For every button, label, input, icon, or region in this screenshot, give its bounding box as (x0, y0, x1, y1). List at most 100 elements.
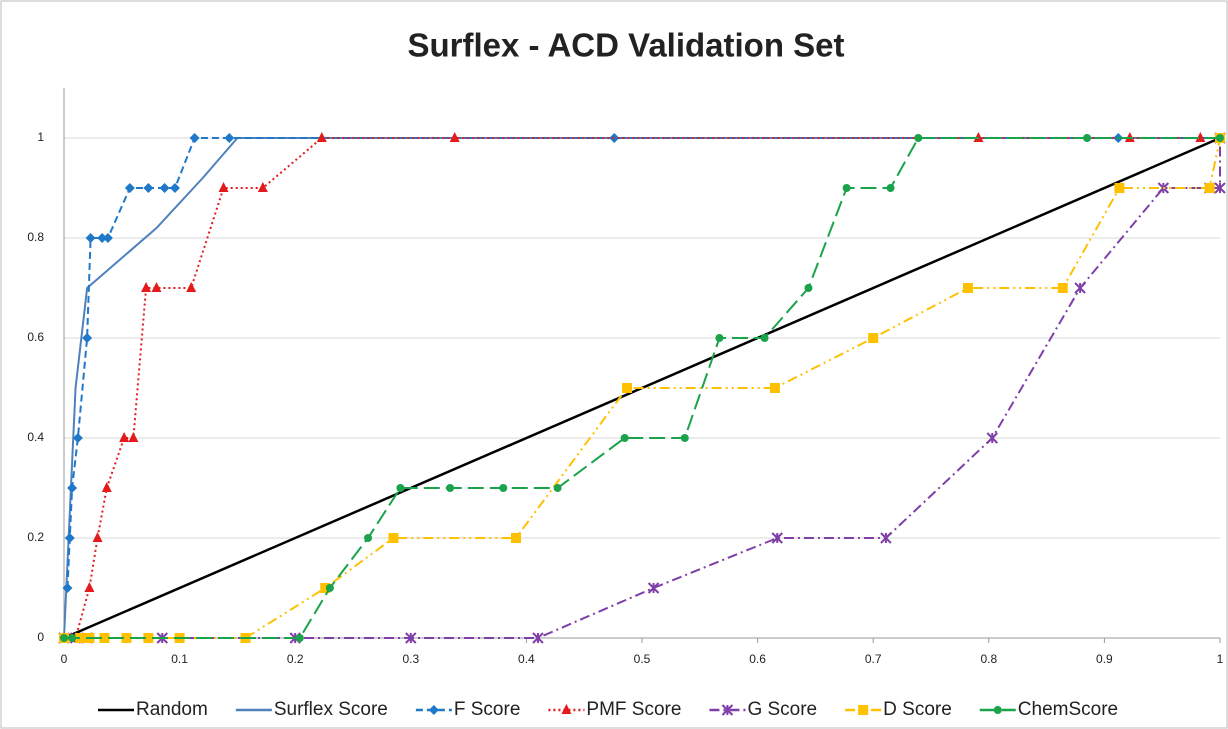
marker (85, 233, 96, 243)
marker (553, 484, 562, 492)
marker (405, 632, 417, 644)
marker (169, 183, 180, 193)
marker (962, 283, 973, 293)
marker (396, 484, 405, 492)
legend-item: Random (98, 699, 208, 720)
marker (1083, 134, 1092, 142)
marker (620, 434, 629, 442)
x-tick-label: 0.8 (980, 652, 997, 666)
marker (364, 534, 373, 542)
marker (986, 432, 998, 444)
marker (64, 533, 75, 543)
marker (67, 483, 78, 493)
legend-item: ChemScore (979, 699, 1118, 720)
marker (257, 182, 268, 192)
marker (320, 583, 331, 593)
marker (99, 633, 110, 643)
marker (993, 706, 1002, 714)
legend-label: F Score (454, 699, 521, 720)
marker (886, 184, 895, 192)
marker (84, 582, 95, 592)
marker (647, 582, 660, 594)
y-tick-label: 0.8 (27, 230, 44, 244)
y-tick-label: 0.4 (27, 430, 44, 444)
marker (1195, 132, 1206, 142)
marker (62, 583, 73, 593)
legend-label: G Score (747, 699, 817, 720)
marker (760, 334, 769, 342)
marker (224, 133, 235, 143)
marker (428, 705, 439, 715)
marker (101, 482, 112, 492)
marker (449, 132, 460, 142)
x-tick-label: 0.3 (402, 652, 419, 666)
marker (189, 133, 200, 143)
marker (561, 704, 572, 714)
legend-label: ChemScore (1018, 699, 1118, 720)
marker (621, 383, 632, 393)
legend-item: F Score (415, 699, 521, 720)
marker (82, 333, 93, 343)
marker (316, 132, 327, 142)
marker (510, 533, 521, 543)
marker (325, 584, 334, 592)
marker (804, 284, 813, 292)
marker (119, 432, 130, 442)
marker (499, 484, 508, 492)
marker (218, 182, 229, 192)
marker (92, 532, 103, 542)
marker (128, 432, 139, 442)
marker (1214, 182, 1226, 194)
marker (1204, 183, 1215, 193)
marker (102, 233, 113, 243)
legend-item: Surflex Score (235, 699, 388, 720)
marker (914, 134, 923, 142)
marker (1057, 283, 1068, 293)
y-tick-label: 0.6 (27, 330, 44, 344)
x-tick-label: 0.5 (634, 652, 651, 666)
marker (151, 282, 162, 292)
marker (721, 704, 734, 716)
legend-item: D Score (845, 699, 952, 720)
marker (771, 532, 783, 544)
x-tick-label: 0 (61, 652, 68, 666)
marker (532, 632, 544, 644)
marker (141, 282, 152, 292)
x-tick-label: 0.7 (865, 652, 882, 666)
marker (295, 634, 304, 642)
marker (124, 183, 135, 193)
y-tick-label: 0 (37, 630, 44, 644)
x-tick-label: 0.1 (171, 652, 188, 666)
legend-label: Surflex Score (274, 699, 388, 720)
marker (60, 634, 68, 642)
x-tick-label: 0.9 (1096, 652, 1113, 666)
y-tick-label: 1 (37, 130, 44, 144)
marker (143, 633, 154, 643)
marker (769, 383, 780, 393)
marker (446, 484, 455, 492)
marker (1074, 282, 1086, 294)
x-tick-label: 1 (1217, 652, 1224, 666)
marker (72, 433, 83, 443)
marker (1114, 183, 1125, 193)
marker (858, 705, 869, 715)
marker (75, 633, 86, 643)
marker (159, 183, 170, 193)
marker (715, 334, 724, 342)
marker (388, 533, 399, 543)
marker (186, 282, 197, 292)
legend-item: PMF Score (548, 699, 681, 720)
marker (68, 634, 77, 642)
y-tick-label: 0.2 (27, 530, 44, 544)
line (63, 137, 1220, 639)
marker (842, 184, 851, 192)
line (64, 137, 1201, 639)
chart-title: Surflex - ACD Validation Set (407, 27, 844, 64)
marker (880, 532, 892, 544)
legend-label: Random (136, 699, 208, 720)
marker (1216, 134, 1224, 142)
legend-label: D Score (883, 699, 952, 720)
x-tick-label: 0.2 (287, 652, 304, 666)
legend-label: PMF Score (586, 699, 681, 720)
